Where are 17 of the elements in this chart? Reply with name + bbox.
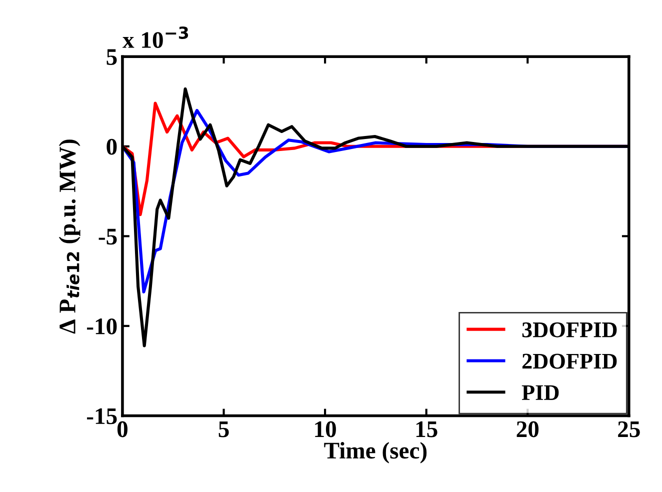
x-axis-title: Time (sec) (324, 442, 427, 464)
y-tick-label: 0 (106, 138, 117, 155)
y-tick-label: 5 (106, 49, 117, 66)
y-tick-label: -15 (87, 408, 117, 424)
x-tick-label: 5 (218, 422, 229, 438)
legend-label: 2DOFPID (522, 354, 617, 369)
legend-label: 3DOFPID (522, 322, 617, 338)
x-tick-label: 15 (416, 421, 438, 438)
x-tick-label: 0 (117, 421, 128, 438)
legend-label: PID (522, 385, 559, 400)
y-axis-title: Δ P$_{tie12}$ (p.u. MW) (58, 140, 80, 334)
x-tick-label: 25 (618, 421, 640, 438)
x-tick-label: 10 (315, 421, 336, 438)
x-tick-label: 20 (516, 421, 539, 438)
y-tick-label: -10 (87, 318, 117, 334)
y-tick-label: -5 (98, 228, 117, 245)
text: x 10$^{−3}$ (122, 26, 188, 48)
